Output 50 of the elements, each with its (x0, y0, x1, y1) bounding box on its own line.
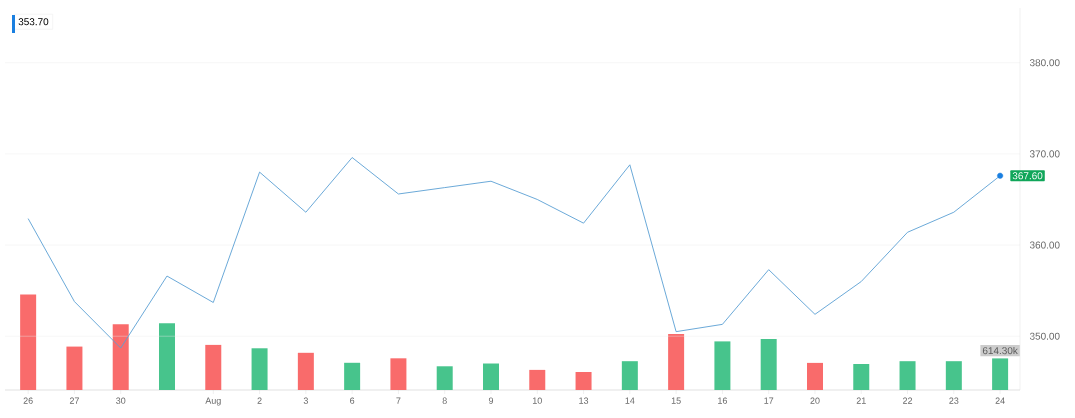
bar (575, 372, 592, 390)
x-tick-label: 8 (442, 397, 447, 404)
y-tick-label: 350.00 (1029, 332, 1060, 340)
bar (297, 352, 314, 390)
annotation: 353.70 (18, 18, 49, 26)
bar (436, 366, 453, 390)
bar (112, 324, 129, 390)
data-label: 367.60 (1012, 172, 1043, 180)
bar (205, 344, 222, 390)
x-tick-label: 20 (810, 397, 820, 404)
x-tick-label: 7 (396, 397, 401, 404)
bar (806, 362, 823, 390)
x-tick-label: 23 (949, 397, 959, 404)
bar (390, 358, 407, 390)
bar (668, 334, 685, 390)
bar (760, 338, 777, 390)
x-tick-label: 6 (350, 397, 355, 404)
x-tick-label: 24 (995, 397, 1005, 404)
bar (945, 361, 962, 390)
x-tick-label: 3 (303, 397, 308, 404)
x-tick-label: 10 (532, 397, 542, 404)
x-tick-label: 13 (579, 397, 589, 404)
x-tick-label: 30 (116, 397, 126, 404)
bar (344, 362, 361, 390)
bar (714, 341, 731, 390)
x-tick-label: 14 (625, 397, 635, 404)
x-tick-label: 9 (488, 397, 494, 404)
bar (621, 361, 638, 390)
bar (251, 348, 268, 390)
x-tick-label: 17 (764, 397, 774, 404)
bar (159, 323, 175, 390)
x-tick-label: 26 (23, 397, 33, 404)
bar (482, 363, 499, 390)
bar (66, 346, 83, 390)
data-label: 614.30k (982, 346, 1018, 355)
x-tick-label: Aug (205, 397, 221, 406)
x-tick-label: 22 (903, 397, 913, 404)
bar (20, 294, 37, 390)
bar (529, 369, 546, 390)
bar (899, 361, 916, 390)
x-tick-label: 15 (671, 397, 681, 404)
bar (853, 364, 870, 390)
y-tick-label: 370.00 (1029, 150, 1060, 158)
x-tick-label: 16 (718, 397, 727, 404)
bar (992, 358, 1009, 390)
x-tick-label: 2 (257, 397, 262, 404)
y-tick-label: 380.00 (1029, 59, 1060, 67)
x-tick-label: 21 (856, 397, 866, 404)
y-tick-label: 360.00 (1029, 241, 1060, 249)
x-tick-label: 27 (69, 397, 79, 404)
